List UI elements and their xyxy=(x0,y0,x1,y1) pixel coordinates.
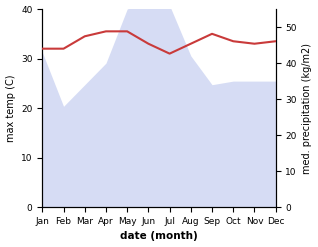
Y-axis label: max temp (C): max temp (C) xyxy=(5,74,16,142)
X-axis label: date (month): date (month) xyxy=(120,231,198,242)
Y-axis label: med. precipitation (kg/m2): med. precipitation (kg/m2) xyxy=(302,43,313,174)
